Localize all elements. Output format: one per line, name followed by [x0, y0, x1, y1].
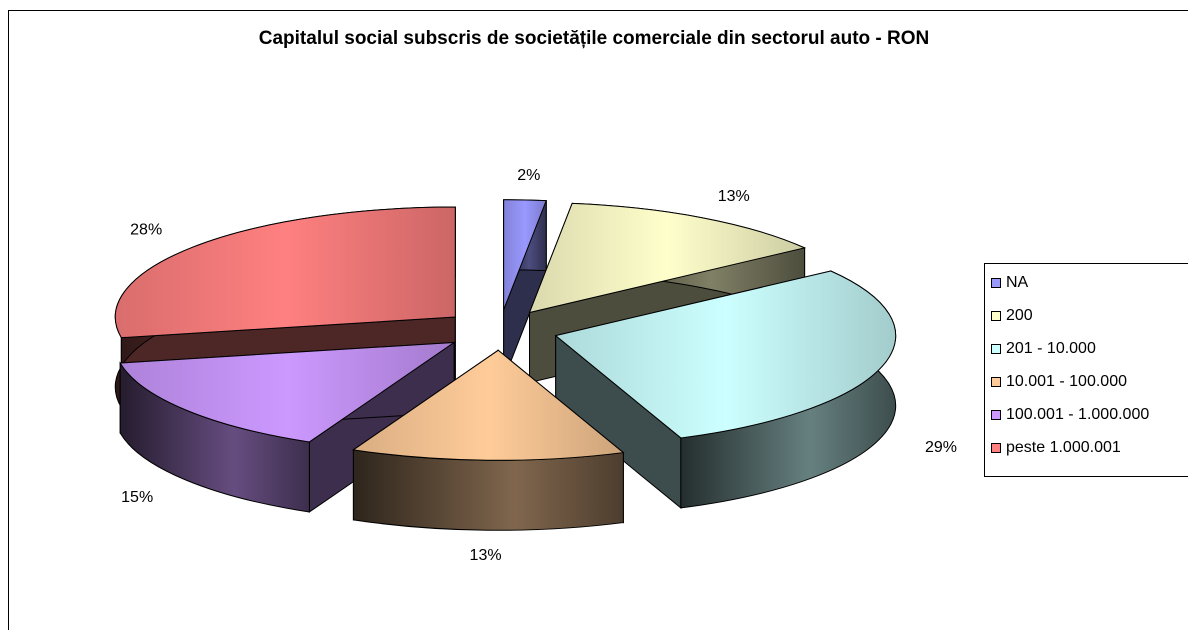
legend-label: 200 — [1006, 307, 1033, 324]
legend-swatch — [991, 344, 1001, 354]
legend-item: 10.001 - 100.000 — [991, 371, 1127, 393]
data-label: 13% — [470, 547, 502, 564]
legend-swatch — [991, 443, 1001, 453]
pie-slice — [503, 199, 547, 380]
data-label: 2% — [517, 167, 540, 184]
legend-swatch — [991, 278, 1001, 288]
data-label: 29% — [925, 439, 957, 456]
legend-label: NA — [1006, 274, 1029, 291]
data-label: 15% — [121, 489, 153, 506]
legend-label: 201 - 10.000 — [1006, 340, 1096, 357]
legend-item: 201 - 10.000 — [991, 338, 1096, 360]
legend-swatch — [991, 377, 1001, 387]
chart-title: Capitalul social subscris de societățile… — [258, 28, 930, 49]
legend-label: 10.001 - 100.000 — [1006, 373, 1127, 390]
pie-slice — [554, 270, 897, 509]
data-label: 13% — [718, 188, 750, 205]
legend-item: 100.001 - 1.000.000 — [991, 404, 1149, 426]
legend-item: NA — [991, 272, 1028, 294]
legend-swatch — [991, 410, 1001, 420]
pie-slice — [352, 349, 625, 531]
pie-slice — [119, 341, 456, 513]
legend: NA 200 201 - 10.000 10.001 - 100.000 100.001… — [984, 263, 1188, 477]
data-label: 28% — [130, 221, 162, 238]
legend-item: peste 1.000.001 — [991, 437, 1121, 459]
legend-item: 200 — [991, 305, 1033, 327]
legend-label: 100.001 - 1.000.000 — [1006, 406, 1150, 423]
legend-label: peste 1.000.001 — [1006, 439, 1121, 456]
legend-swatch — [991, 311, 1001, 321]
